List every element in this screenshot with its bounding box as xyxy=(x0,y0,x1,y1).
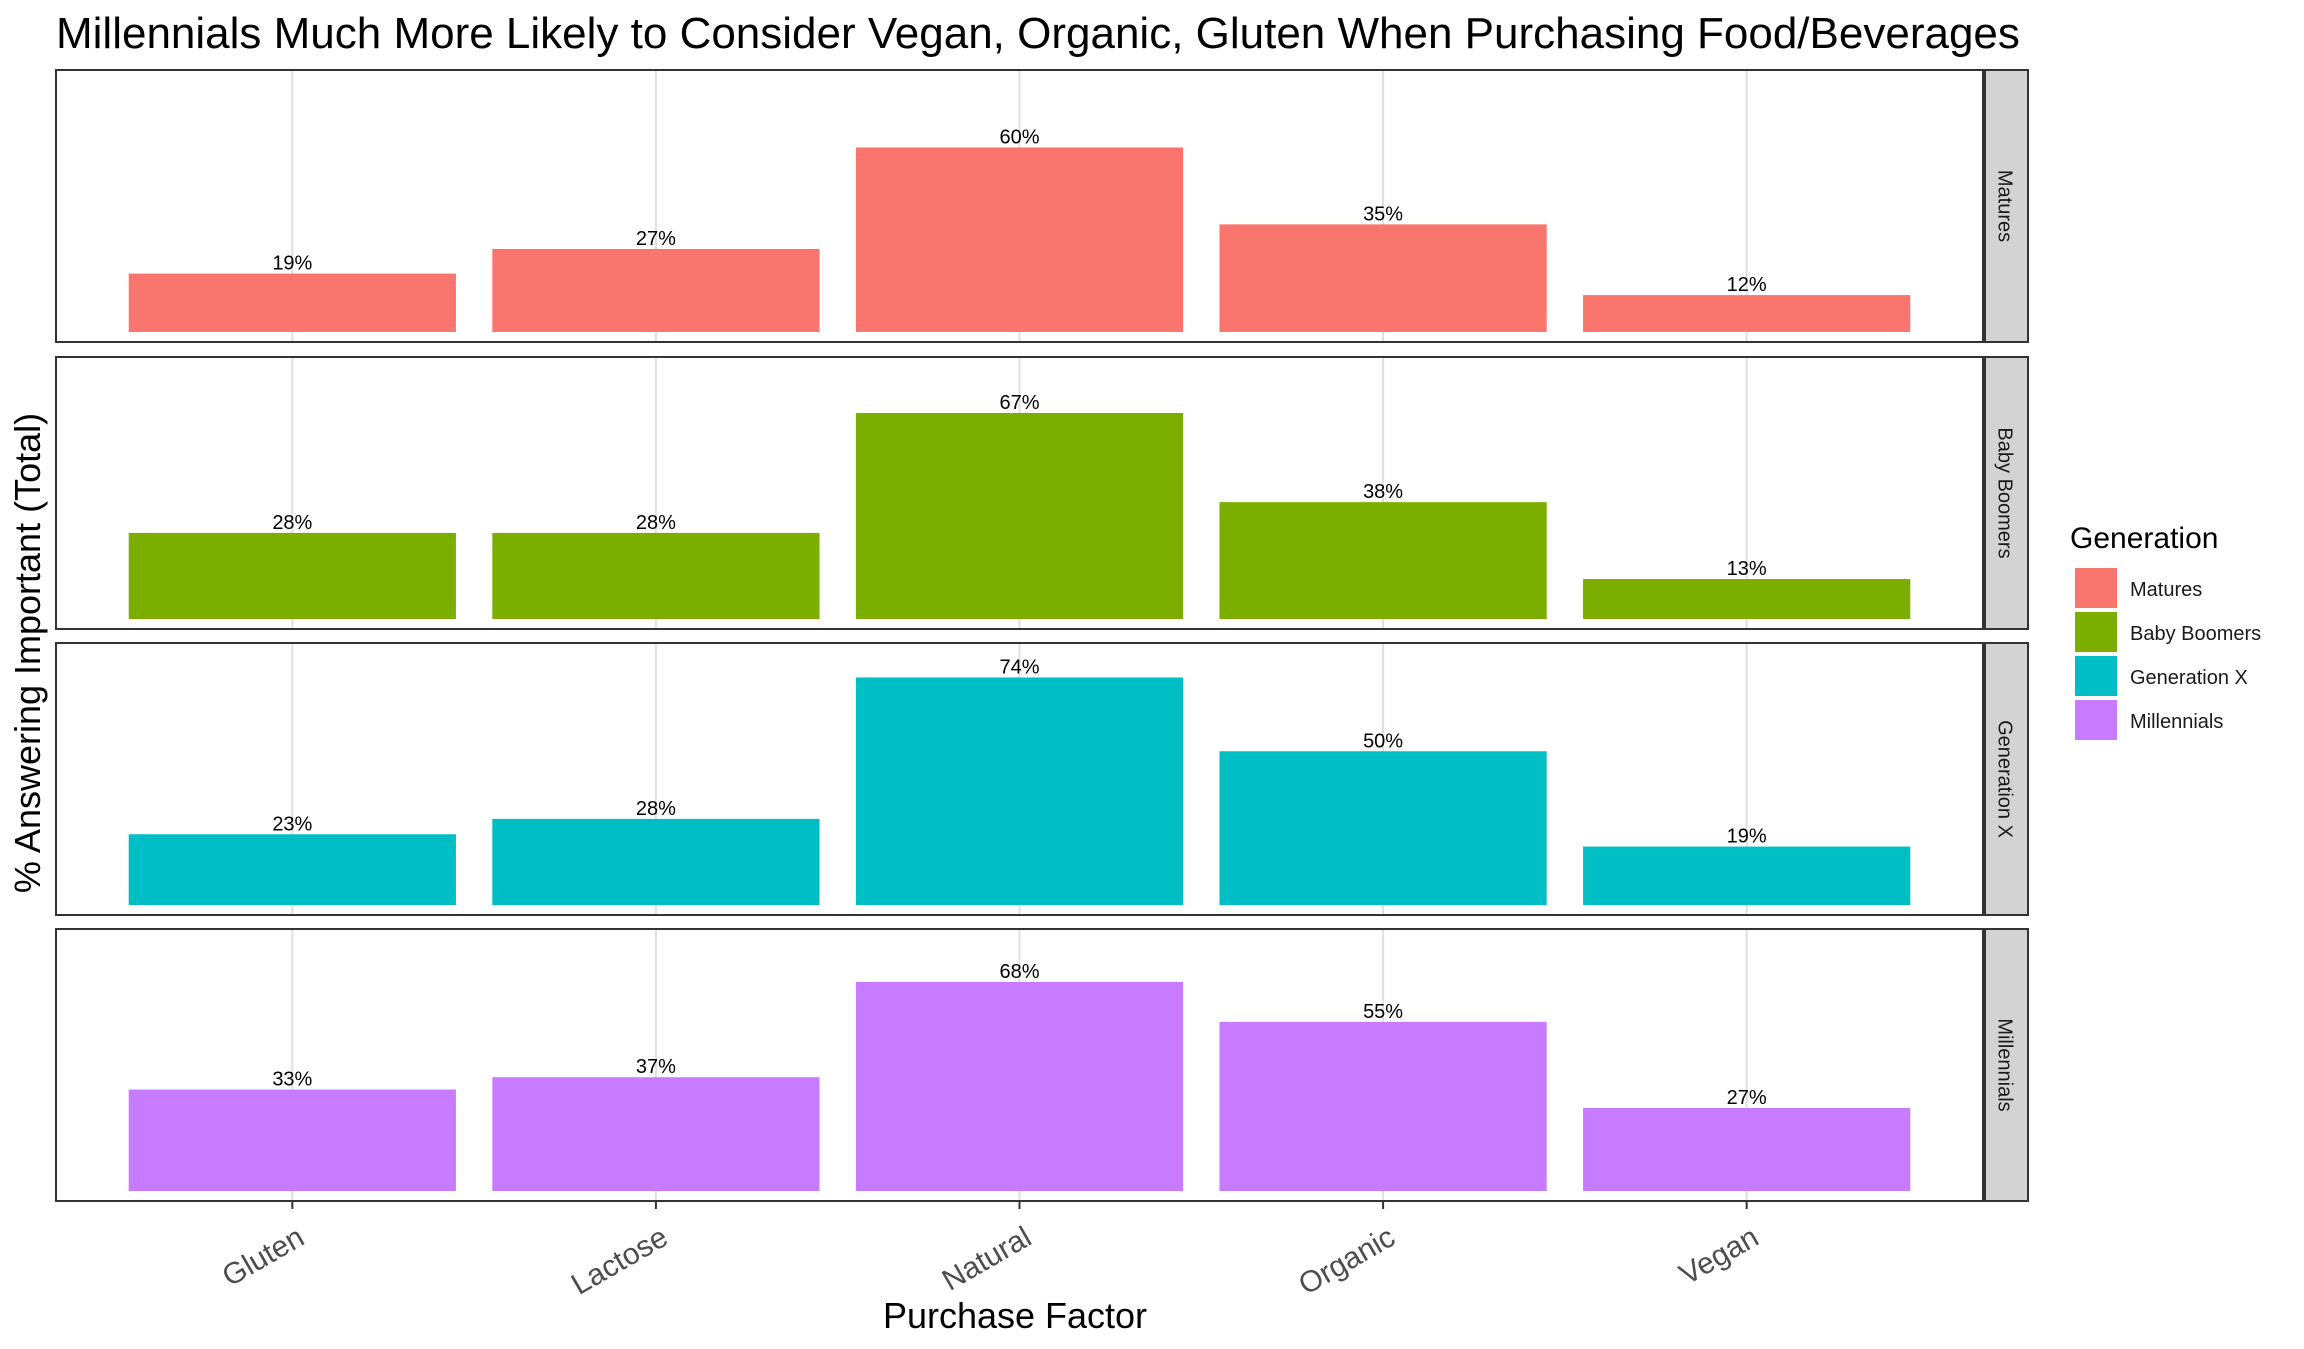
x-tick-label: Natural xyxy=(937,1220,1037,1297)
data-label: 37% xyxy=(636,1056,676,1078)
bar xyxy=(855,147,1184,332)
data-label: 50% xyxy=(1363,730,1403,752)
bar xyxy=(1219,1021,1547,1191)
x-tick-labels: Gluten Lactose Natural Organic Vegan xyxy=(217,1201,1764,1302)
data-label: 12% xyxy=(1727,274,1767,296)
legend-key xyxy=(2075,568,2117,608)
facet-panel: 28% 28% 67% 38% 13% Baby Boomers xyxy=(55,356,2029,630)
facet-panel: 19% 27% 60% 35% 12% Matures xyxy=(55,69,2029,343)
panel-border xyxy=(55,642,1984,916)
bar xyxy=(1583,579,1911,619)
facet-strip-label: Baby Boomers xyxy=(1994,427,2016,558)
facet-strip xyxy=(1984,928,2029,1202)
legend-key xyxy=(2075,612,2117,652)
x-tick-label: Lactose xyxy=(566,1220,674,1301)
legend: Generation Matures Baby Boomers Generation… xyxy=(2070,522,2261,740)
facet-panel: 33% 37% 68% 55% 27% Millennials xyxy=(55,928,2029,1202)
data-label: 68% xyxy=(999,961,1039,983)
x-axis-label: Purchase Factor xyxy=(883,1295,1147,1336)
legend-item-label: Generation X xyxy=(2130,667,2248,689)
bar xyxy=(128,834,456,905)
data-label: 27% xyxy=(1727,1087,1767,1109)
legend-item-label: Matures xyxy=(2130,579,2202,601)
data-label: 38% xyxy=(1363,481,1403,503)
bar xyxy=(128,532,456,619)
x-tick-label: Vegan xyxy=(1674,1220,1764,1291)
legend-key xyxy=(2075,656,2117,696)
facet-strip xyxy=(1984,69,2029,343)
facet-strip-label: Millennials xyxy=(1994,1018,2016,1111)
data-label: 27% xyxy=(636,228,676,250)
bar xyxy=(128,273,456,332)
legend-item-label: Baby Boomers xyxy=(2130,623,2261,645)
data-label: 28% xyxy=(636,512,676,534)
x-tick-label: Organic xyxy=(1293,1220,1400,1301)
data-label: 28% xyxy=(272,512,312,534)
bar xyxy=(492,1077,820,1191)
bar xyxy=(1583,846,1911,905)
data-label: 13% xyxy=(1727,558,1767,580)
data-label: 74% xyxy=(999,656,1039,678)
bar xyxy=(492,818,820,905)
data-label: 23% xyxy=(272,813,312,835)
data-label: 67% xyxy=(999,392,1039,414)
facet-strip-label: Generation X xyxy=(1994,720,2016,838)
bar xyxy=(855,677,1184,905)
facet-panels: 19% 27% 60% 35% 12% Matures 28% 28% 67% 38% 13% Bab… xyxy=(55,69,2029,1202)
data-label: 28% xyxy=(636,798,676,820)
data-label: 19% xyxy=(1727,826,1767,848)
bar xyxy=(1583,1107,1911,1191)
data-label: 35% xyxy=(1363,203,1403,225)
chart-title: Millennials Much More Likely to Consider… xyxy=(56,9,2020,58)
legend-title: Generation xyxy=(2070,522,2218,555)
bar xyxy=(855,981,1184,1191)
bar xyxy=(855,412,1184,619)
facet-strip xyxy=(1984,356,2029,630)
bar xyxy=(128,1089,456,1191)
legend-item-label: Millennials xyxy=(2130,711,2223,733)
data-label: 55% xyxy=(1363,1001,1403,1023)
data-label: 33% xyxy=(272,1069,312,1091)
bar xyxy=(492,532,820,619)
bar xyxy=(1583,295,1911,332)
facet-strip-label: Matures xyxy=(1994,170,2016,242)
bar xyxy=(1219,502,1547,619)
bar xyxy=(492,248,820,332)
bar xyxy=(1219,224,1547,332)
legend-key xyxy=(2075,700,2117,740)
x-tick-label: Gluten xyxy=(217,1220,310,1293)
panel-border xyxy=(55,356,1984,630)
bar xyxy=(1219,751,1547,905)
data-label: 19% xyxy=(272,253,312,275)
facet-panel: 23% 28% 74% 50% 19% Generation X xyxy=(55,642,2029,916)
panel-border xyxy=(55,69,1984,343)
y-axis-label: % Answering Important (Total) xyxy=(7,413,48,893)
data-label: 60% xyxy=(999,127,1039,149)
facet-strip xyxy=(1984,642,2029,916)
